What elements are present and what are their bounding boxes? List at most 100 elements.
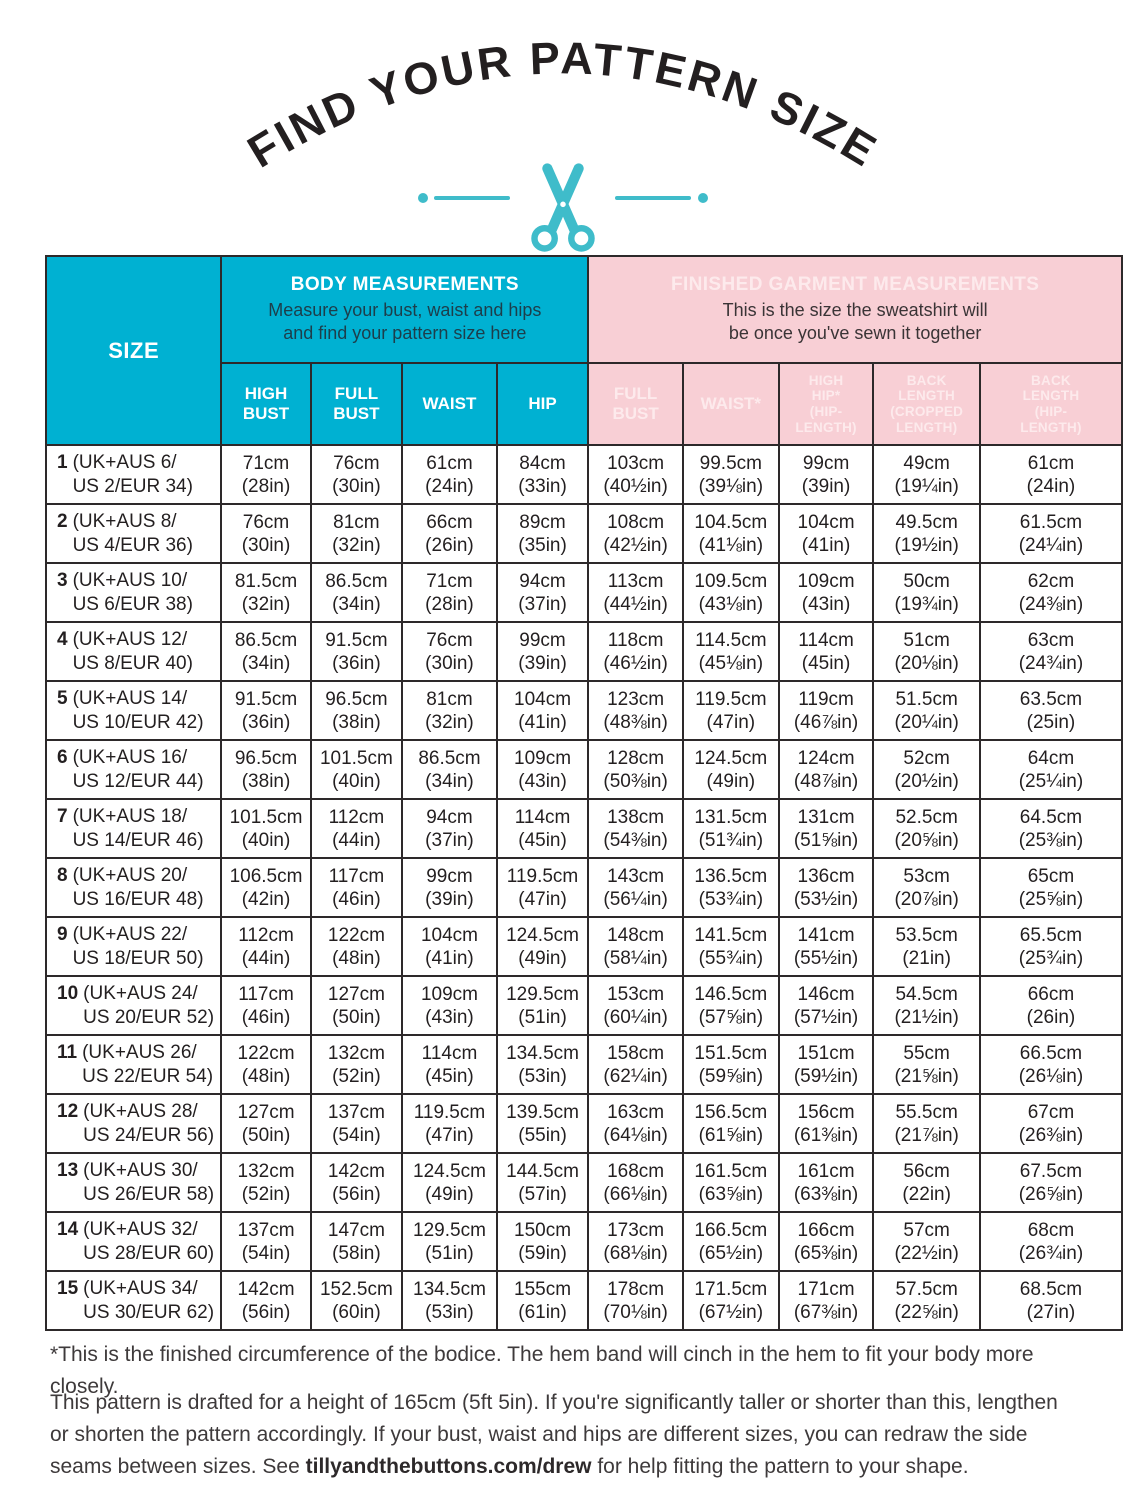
measurement-cell: 99cm (39in) bbox=[777, 444, 875, 505]
size-label: (UK+AUS 32/ US 28/EUR 60) bbox=[83, 1218, 215, 1264]
measurement-cell: 109.5cm (43⅛in) bbox=[681, 562, 780, 623]
measurement-cm: 137cm bbox=[237, 1219, 295, 1241]
measurement-cell: 104cm (41in) bbox=[401, 916, 498, 977]
measurement-cell: 124.5cm (49in) bbox=[401, 1152, 498, 1213]
measurement-cell: 127cm (50in) bbox=[220, 1093, 312, 1154]
table-row: 8 (UK+AUS 20/ US 16/EUR 48) 106.5cm (42i… bbox=[44, 857, 1124, 918]
measurement-in: (67½in) bbox=[698, 1301, 764, 1323]
table-row: 1 (UK+AUS 6/ US 2/EUR 34) 71cm (28in) 76… bbox=[44, 444, 1124, 505]
measurement-cell: 84cm (33in) bbox=[495, 444, 590, 505]
size-label: (UK+AUS 14/ US 10/EUR 42) bbox=[72, 687, 204, 733]
table-row: 15 (UK+AUS 34/ US 30/EUR 62) 142cm (56in… bbox=[44, 1270, 1124, 1331]
size-cell: 7 (UK+AUS 18/ US 14/EUR 46) bbox=[44, 798, 223, 859]
measurement-cell: 63.5cm (25in) bbox=[978, 680, 1124, 741]
measurement-cell: 171.5cm (67½in) bbox=[681, 1270, 780, 1331]
measurement-cm: 61cm bbox=[1027, 452, 1075, 474]
measurement-cm: 91.5cm bbox=[325, 629, 388, 651]
measurement-in: (24in) bbox=[425, 475, 474, 497]
measurement-cm: 171cm bbox=[797, 1278, 855, 1300]
size-label: (UK+AUS 34/ US 30/EUR 62) bbox=[83, 1277, 215, 1323]
size-number: 2 bbox=[57, 510, 68, 532]
measurement-cell: 171cm (67⅜in) bbox=[777, 1270, 875, 1331]
measurement-cm: 71cm bbox=[242, 452, 290, 474]
measurement-cm: 161.5cm bbox=[694, 1160, 768, 1182]
measurement-cm: 51.5cm bbox=[895, 688, 958, 710]
size-cell: 8 (UK+AUS 20/ US 16/EUR 48) bbox=[44, 857, 223, 918]
measurement-cell: 52.5cm (20⅝in) bbox=[872, 798, 981, 859]
measurement-in: (39in) bbox=[801, 475, 851, 497]
measurement-cm: 55.5cm bbox=[895, 1101, 958, 1123]
finished-garment-header: FINISHED GARMENT MEASUREMENTS This is th… bbox=[587, 255, 1123, 364]
measurement-cell: 132cm (52in) bbox=[309, 1034, 404, 1095]
measurement-in: (52in) bbox=[241, 1183, 291, 1205]
measurement-cell: 146.5cm (57⅝in) bbox=[681, 975, 780, 1036]
measurement-cell: 86.5cm (34in) bbox=[220, 621, 312, 682]
measurement-cell: 114.5cm (45⅛in) bbox=[681, 621, 780, 682]
size-number: 13 bbox=[57, 1159, 79, 1181]
finished-garment-title: FINISHED GARMENT MEASUREMENTS bbox=[670, 273, 1040, 295]
measurement-cm: 99.5cm bbox=[699, 452, 762, 474]
measurement-cm: 148cm bbox=[607, 924, 665, 946]
measurement-in: (42½in) bbox=[603, 534, 668, 556]
table-row: 13 (UK+AUS 30/ US 26/EUR 58) 132cm (52in… bbox=[44, 1152, 1124, 1213]
measurement-cm: 57.5cm bbox=[895, 1278, 958, 1300]
divider-line-left bbox=[434, 195, 510, 200]
measurement-cm: 124cm bbox=[797, 747, 855, 769]
measurement-in: (55in) bbox=[518, 1124, 567, 1146]
measurement-in: (30in) bbox=[332, 475, 381, 497]
measurement-in: (48in) bbox=[241, 1065, 291, 1087]
measurement-cell: 91.5cm (36in) bbox=[309, 621, 404, 682]
measurement-cell: 81.5cm (32in) bbox=[220, 562, 312, 623]
measurement-cell: 94cm (37in) bbox=[495, 562, 590, 623]
measurement-cell: 129.5cm (51in) bbox=[495, 975, 590, 1036]
measurement-in: (20½in) bbox=[894, 770, 959, 792]
table-row: 4 (UK+AUS 12/ US 8/EUR 40) 86.5cm (34in)… bbox=[44, 621, 1124, 682]
measurement-cell: 103cm (40½in) bbox=[587, 444, 684, 505]
measurement-in: (41in) bbox=[425, 947, 474, 969]
size-cell: 2 (UK+AUS 8/ US 4/EUR 36) bbox=[44, 503, 223, 564]
size-number: 9 bbox=[57, 923, 68, 945]
measurement-cell: 146cm (57½in) bbox=[777, 975, 875, 1036]
measurement-in: (47in) bbox=[425, 1124, 474, 1146]
measurement-cell: 61cm (24in) bbox=[978, 444, 1124, 505]
measurement-cell: 123cm (48⅜in) bbox=[587, 680, 684, 741]
measurement-in: (49in) bbox=[706, 770, 756, 792]
measurement-cm: 101.5cm bbox=[319, 747, 393, 769]
measurement-in: (25⅜in) bbox=[1018, 829, 1084, 851]
measurement-cm: 96.5cm bbox=[234, 747, 298, 769]
size-chart-table: SIZE BODY MEASUREMENTS Measure your bust… bbox=[44, 255, 1124, 1331]
measurement-in: (19½in) bbox=[894, 534, 959, 556]
measurement-in: (33in) bbox=[518, 475, 567, 497]
measurement-cm: 136cm bbox=[797, 865, 855, 887]
measurement-cell: 64.5cm (25⅜in) bbox=[978, 798, 1124, 859]
measurement-cell: 53cm (20⅞in) bbox=[872, 857, 981, 918]
col-header-waist: WAIST bbox=[401, 362, 498, 446]
measurement-in: (57½in) bbox=[793, 1006, 859, 1028]
size-cell: 14 (UK+AUS 32/ US 28/EUR 60) bbox=[44, 1211, 223, 1272]
measurement-cell: 51.5cm (20¼in) bbox=[872, 680, 981, 741]
measurement-in: (47in) bbox=[706, 711, 756, 733]
measurement-cm: 54.5cm bbox=[895, 983, 958, 1005]
measurement-in: (50in) bbox=[332, 1006, 381, 1028]
measurement-in: (60in) bbox=[332, 1301, 381, 1323]
measurement-cm: 81cm bbox=[426, 688, 473, 710]
measurement-in: (22⅝in) bbox=[894, 1301, 959, 1323]
measurement-in: (59½in) bbox=[793, 1065, 859, 1087]
measurement-cell: 54.5cm (21½in) bbox=[872, 975, 981, 1036]
measurement-cell: 144.5cm (57in) bbox=[495, 1152, 590, 1213]
measurement-cell: 109cm (43in) bbox=[777, 562, 875, 623]
measurement-cell: 96.5cm (38in) bbox=[220, 739, 312, 800]
measurement-cm: 104cm bbox=[797, 511, 855, 533]
measurement-cell: 57.5cm (22⅝in) bbox=[872, 1270, 981, 1331]
measurement-cm: 76cm bbox=[242, 511, 290, 533]
measurement-in: (26in) bbox=[1026, 1006, 1076, 1028]
measurement-cell: 51cm (20⅛in) bbox=[872, 621, 981, 682]
measurement-in: (20⅞in) bbox=[894, 888, 959, 910]
measurement-in: (34in) bbox=[332, 593, 381, 615]
measurement-cell: 134.5cm (53in) bbox=[401, 1270, 498, 1331]
measurement-in: (51⅝in) bbox=[793, 829, 859, 851]
measurement-cell: 55.5cm (21⅞in) bbox=[872, 1093, 981, 1154]
table-row: 10 (UK+AUS 24/ US 20/EUR 52) 117cm (46in… bbox=[44, 975, 1124, 1036]
measurement-in: (19¾in) bbox=[894, 593, 959, 615]
measurement-in: (64⅛in) bbox=[603, 1124, 668, 1146]
